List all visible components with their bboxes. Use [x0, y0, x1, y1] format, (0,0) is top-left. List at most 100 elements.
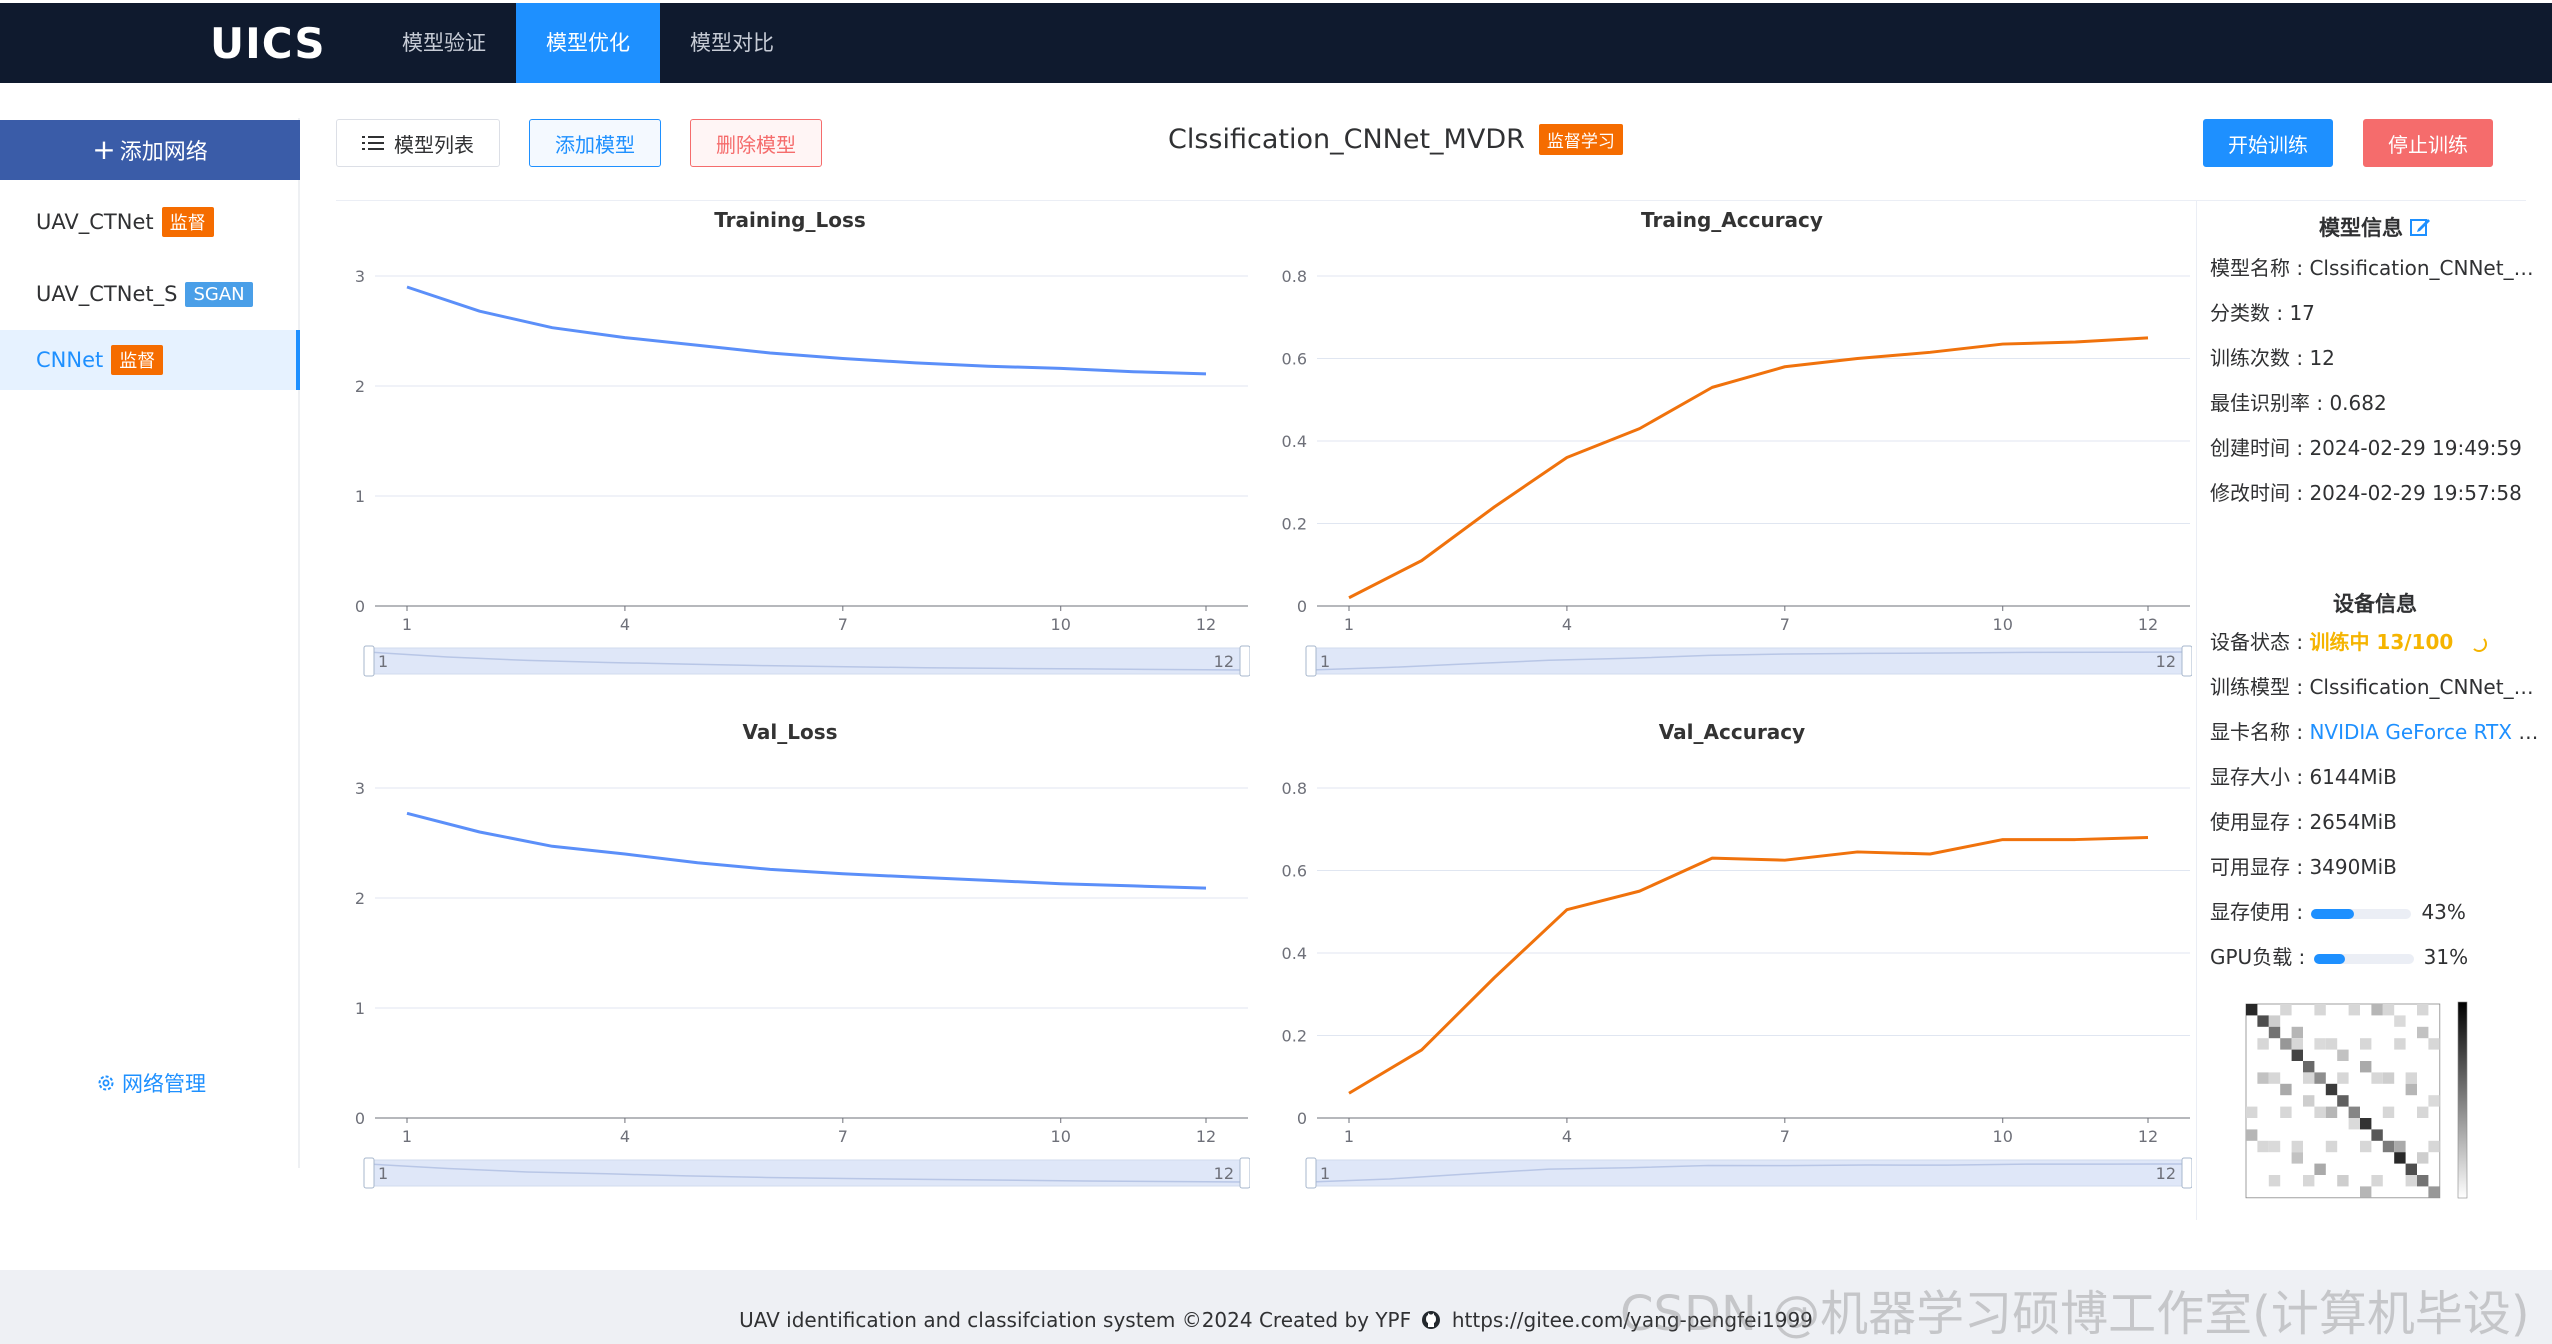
model-name: Clssification_CNNet_MVDR — [1168, 124, 1525, 155]
matrix-cell — [2371, 1004, 2383, 1016]
nav-model-comparison[interactable]: 模型对比 — [690, 31, 774, 55]
zoom-handle-left — [363, 1157, 375, 1189]
y-tick-label: 3 — [355, 267, 365, 286]
matrix-cell — [2325, 1140, 2338, 1153]
x-tick-label: 12 — [1196, 615, 1216, 634]
model-info-title: 模型信息 — [2210, 212, 2540, 242]
matrix-cell — [2268, 1175, 2281, 1187]
x-tick-label: 7 — [838, 1127, 848, 1146]
matrix-cell — [2417, 1026, 2429, 1039]
learning-type-tag: 监督学习 — [1538, 124, 1623, 155]
model-name-value: Clssification_CNNet_MVDR — [2309, 256, 2540, 280]
zoom-handle-left — [363, 645, 375, 677]
matrix-cell — [2394, 1152, 2406, 1164]
free-memory-value: 3490MiB — [2309, 855, 2397, 879]
gpu-load-fill — [2313, 953, 2345, 964]
repo-link[interactable]: https://gitee.com/yang-pengfei1999 — [1451, 1308, 1813, 1332]
zoom-end-label: 12 — [2156, 652, 2176, 671]
network-management-label: 网络管理 — [122, 1072, 206, 1096]
zoom-handle-left — [1305, 645, 1317, 677]
nav-model-optimization[interactable]: 模型优化 — [516, 3, 660, 83]
val-accuracy-chart: 0 0.2 0.4 0.6 0.8 1 4 7 10 12 1 12 Val_Accuracy — [1272, 716, 2192, 1216]
network-name: UAV_CTNet_S — [36, 282, 178, 306]
memory-usage-bar — [2311, 908, 2412, 919]
series-line — [406, 285, 1207, 376]
free-memory-row: 可用显存 : 3490MiB — [2210, 855, 2397, 879]
network-item-uav-ctnet-s[interactable]: UAV_CTNet_S SGAN — [0, 262, 300, 326]
matrix-cell — [2348, 1004, 2360, 1016]
nav-model-validation[interactable]: 模型验证 — [402, 31, 486, 55]
zoom-handle-right — [1239, 645, 1250, 677]
matrix-cell — [2291, 1152, 2303, 1164]
matrix-cell — [2246, 1004, 2258, 1016]
zoom-slider-preview — [367, 1163, 1245, 1183]
network-type-tag: SGAN — [185, 281, 253, 307]
app-logo[interactable]: UICS — [210, 19, 326, 68]
zoom-slider-preview — [367, 651, 1245, 671]
memory-usage-value: 43% — [2421, 900, 2466, 924]
divider — [2196, 200, 2197, 1220]
network-item-cnnet[interactable]: CNNet 监督 — [0, 330, 300, 390]
info-panel: 模型信息 模型名称 : Clssification_CNNet_MVDR 分类数… — [2210, 200, 2540, 980]
matrix-cell — [2303, 1072, 2315, 1084]
gpu-name-value: NVIDIA GeForce RTX 3060 — [2309, 720, 2540, 744]
zoom-start-label: 1 — [1320, 1164, 1330, 1183]
matrix-cell — [2371, 1129, 2383, 1141]
network-name: UAV_CTNet — [36, 210, 154, 234]
matrix-cell — [2303, 1095, 2315, 1107]
model-list-button[interactable]: 模型列表 — [336, 119, 500, 167]
matrix-cell — [2405, 1163, 2417, 1175]
gpu-load-bar — [2313, 953, 2414, 964]
matrix-cell — [2360, 1186, 2372, 1198]
network-management-link[interactable]: 网络管理 — [96, 1068, 206, 1098]
matrix-cell — [2268, 1026, 2281, 1039]
matrix-cell — [2314, 1106, 2326, 1118]
gear-icon — [98, 1075, 114, 1091]
matrix-cell — [2280, 1004, 2292, 1016]
matrix-cell — [2382, 1004, 2395, 1016]
delete-model-button[interactable]: 删除模型 — [690, 119, 822, 167]
zoom-handle-right — [2181, 1157, 2192, 1189]
network-item-uav-ctnet[interactable]: UAV_CTNet 监督 — [0, 190, 300, 254]
matrix-cell — [2337, 1049, 2349, 1061]
plus-icon: + — [92, 133, 116, 166]
matrix-cell — [2325, 1038, 2338, 1050]
used-memory-value: 2654MiB — [2309, 810, 2397, 834]
device-status-row: 设备状态 : 训练中 13/100 — [2210, 620, 2540, 665]
created-time-row: 创建时间 : 2024-02-29 19:49:59 — [2210, 436, 2522, 460]
model-name-row: 模型名称 : Clssification_CNNet_MVDR — [2210, 246, 2540, 291]
copyright-text: UAV identification and classifciation sy… — [739, 1308, 1412, 1332]
add-network-button[interactable]: + 添加网络 — [0, 120, 300, 180]
x-tick-label: 12 — [1196, 1127, 1216, 1146]
y-tick-label: 0 — [355, 597, 365, 616]
matrix-cell — [2394, 1015, 2406, 1027]
matrix-cell — [2360, 1038, 2372, 1050]
matrix-cell — [2291, 1026, 2303, 1039]
matrix-cell — [2303, 1175, 2315, 1187]
x-tick-label: 7 — [1780, 615, 1790, 634]
matrix-cell — [2257, 1140, 2269, 1153]
confusion-matrix-image[interactable] — [2226, 994, 2476, 1219]
x-tick-label: 1 — [1344, 1127, 1354, 1146]
gpu-load-value: 31% — [2423, 945, 2469, 969]
stop-training-button[interactable]: 停止训练 — [2363, 119, 2493, 167]
matrix-cell — [2394, 1038, 2406, 1050]
matrix-cell — [2314, 1163, 2326, 1175]
edit-icon[interactable] — [2409, 216, 2431, 238]
training-model-row: 训练模型 : Clssification_CNNet_MVDR — [2210, 665, 2540, 710]
add-model-button[interactable]: 添加模型 — [529, 119, 661, 167]
best-accuracy-value: 0.682 — [2329, 391, 2387, 415]
matrix-cell — [2291, 1049, 2303, 1061]
network-sidebar: + 添加网络 UAV_CTNet 监督 UAV_CTNet_S SGAN CNNe… — [0, 118, 300, 1168]
start-training-button[interactable]: 开始训练 — [2203, 119, 2333, 167]
y-tick-label: 0.4 — [1282, 432, 1307, 451]
gpu-memory-value: 6144MiB — [2309, 765, 2397, 789]
matrix-cell — [2337, 1095, 2349, 1107]
y-tick-label: 0 — [1297, 597, 1307, 616]
matrix-cell — [2360, 1118, 2372, 1130]
zoom-start-label: 1 — [378, 1164, 388, 1183]
matrix-cell — [2280, 1038, 2292, 1050]
y-tick-label: 2 — [355, 377, 365, 396]
x-tick-label: 1 — [402, 1127, 412, 1146]
